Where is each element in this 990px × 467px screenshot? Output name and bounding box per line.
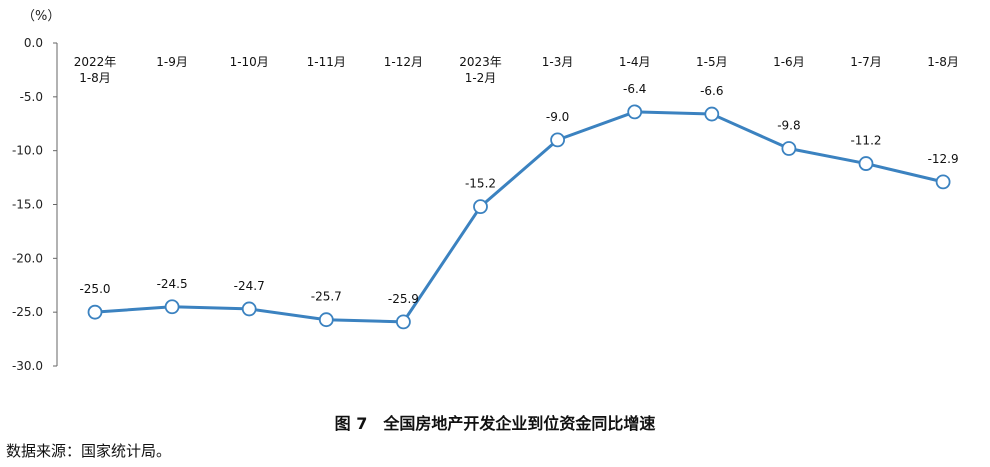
data-point <box>473 199 488 215</box>
data-point <box>858 156 874 171</box>
x-tick-label: 2023年 1-2月 <box>459 55 502 85</box>
data-label: -6.4 <box>623 82 646 96</box>
y-axis: 0.0 -5.0 -10.0 -15.0 -20.0 -25.0 -30.0 <box>12 36 58 373</box>
data-point <box>704 106 720 122</box>
y-tick-label: 0.0 <box>24 36 43 50</box>
data-label: -15.2 <box>465 177 496 191</box>
x-tick-label: 1-3月 <box>542 55 574 69</box>
x-tick-label: 1-8月 <box>927 55 959 69</box>
x-tick-label: 1-10月 <box>230 55 269 69</box>
y-tick-label: -25.0 <box>12 305 43 319</box>
x-tick-label: 1-4月 <box>619 55 651 69</box>
data-label: -9.0 <box>546 110 569 124</box>
data-point <box>550 132 565 148</box>
data-label: -24.5 <box>157 277 188 291</box>
y-tick-label: -10.0 <box>12 144 43 158</box>
data-point <box>164 299 180 315</box>
data-label: -24.7 <box>234 279 265 293</box>
data-labels: -25.0 -24.5 -24.7 -25.7 -25.9 -15.2 -9.0 -6.4 -6… <box>79 82 958 306</box>
x-tick-label: 1-9月 <box>156 55 188 69</box>
x-tick-label: 1-12月 <box>384 55 423 69</box>
data-label: -9.8 <box>777 119 800 133</box>
x-axis-labels: 2022年 1-8月 1-9月 1-10月 1-11月 1-12月 2023年 1-2月 1-3… <box>74 55 959 85</box>
x-tick-label: 1-11月 <box>307 55 346 69</box>
data-point <box>935 174 951 190</box>
data-label: -25.9 <box>388 292 419 306</box>
series-line <box>94 110 944 324</box>
y-tick-label: -20.0 <box>12 251 43 265</box>
data-point <box>781 141 797 156</box>
data-points <box>87 104 951 330</box>
data-point <box>627 104 643 120</box>
data-label: -12.9 <box>928 152 959 166</box>
data-label: -6.6 <box>700 84 723 98</box>
y-tick-label: -15.0 <box>12 198 43 212</box>
data-point <box>87 304 103 320</box>
data-point <box>241 301 257 317</box>
data-label: -25.0 <box>79 282 110 296</box>
y-axis-unit: （%） <box>22 9 60 24</box>
y-tick-label: -5.0 <box>20 90 43 104</box>
y-tick-label: -30.0 <box>12 359 43 373</box>
x-tick-label: 1-5月 <box>696 55 728 69</box>
data-point <box>318 312 334 328</box>
data-label: -11.2 <box>850 134 881 148</box>
x-tick-label: 1-6月 <box>773 55 805 69</box>
data-point <box>395 314 411 330</box>
line-chart: （%） 0.0 -5.0 -10.0 -15.0 -20.0 -25.0 -30.0 202… <box>12 9 959 373</box>
x-tick-label: 1-7月 <box>850 55 882 69</box>
data-label: -25.7 <box>311 290 342 304</box>
figure-caption: 图 7 全国房地产开发企业到位资金同比增速 <box>334 414 656 433</box>
data-source-note: 数据来源：国家统计局。 <box>6 442 172 460</box>
x-tick-label: 2022年 1-8月 <box>74 55 117 85</box>
